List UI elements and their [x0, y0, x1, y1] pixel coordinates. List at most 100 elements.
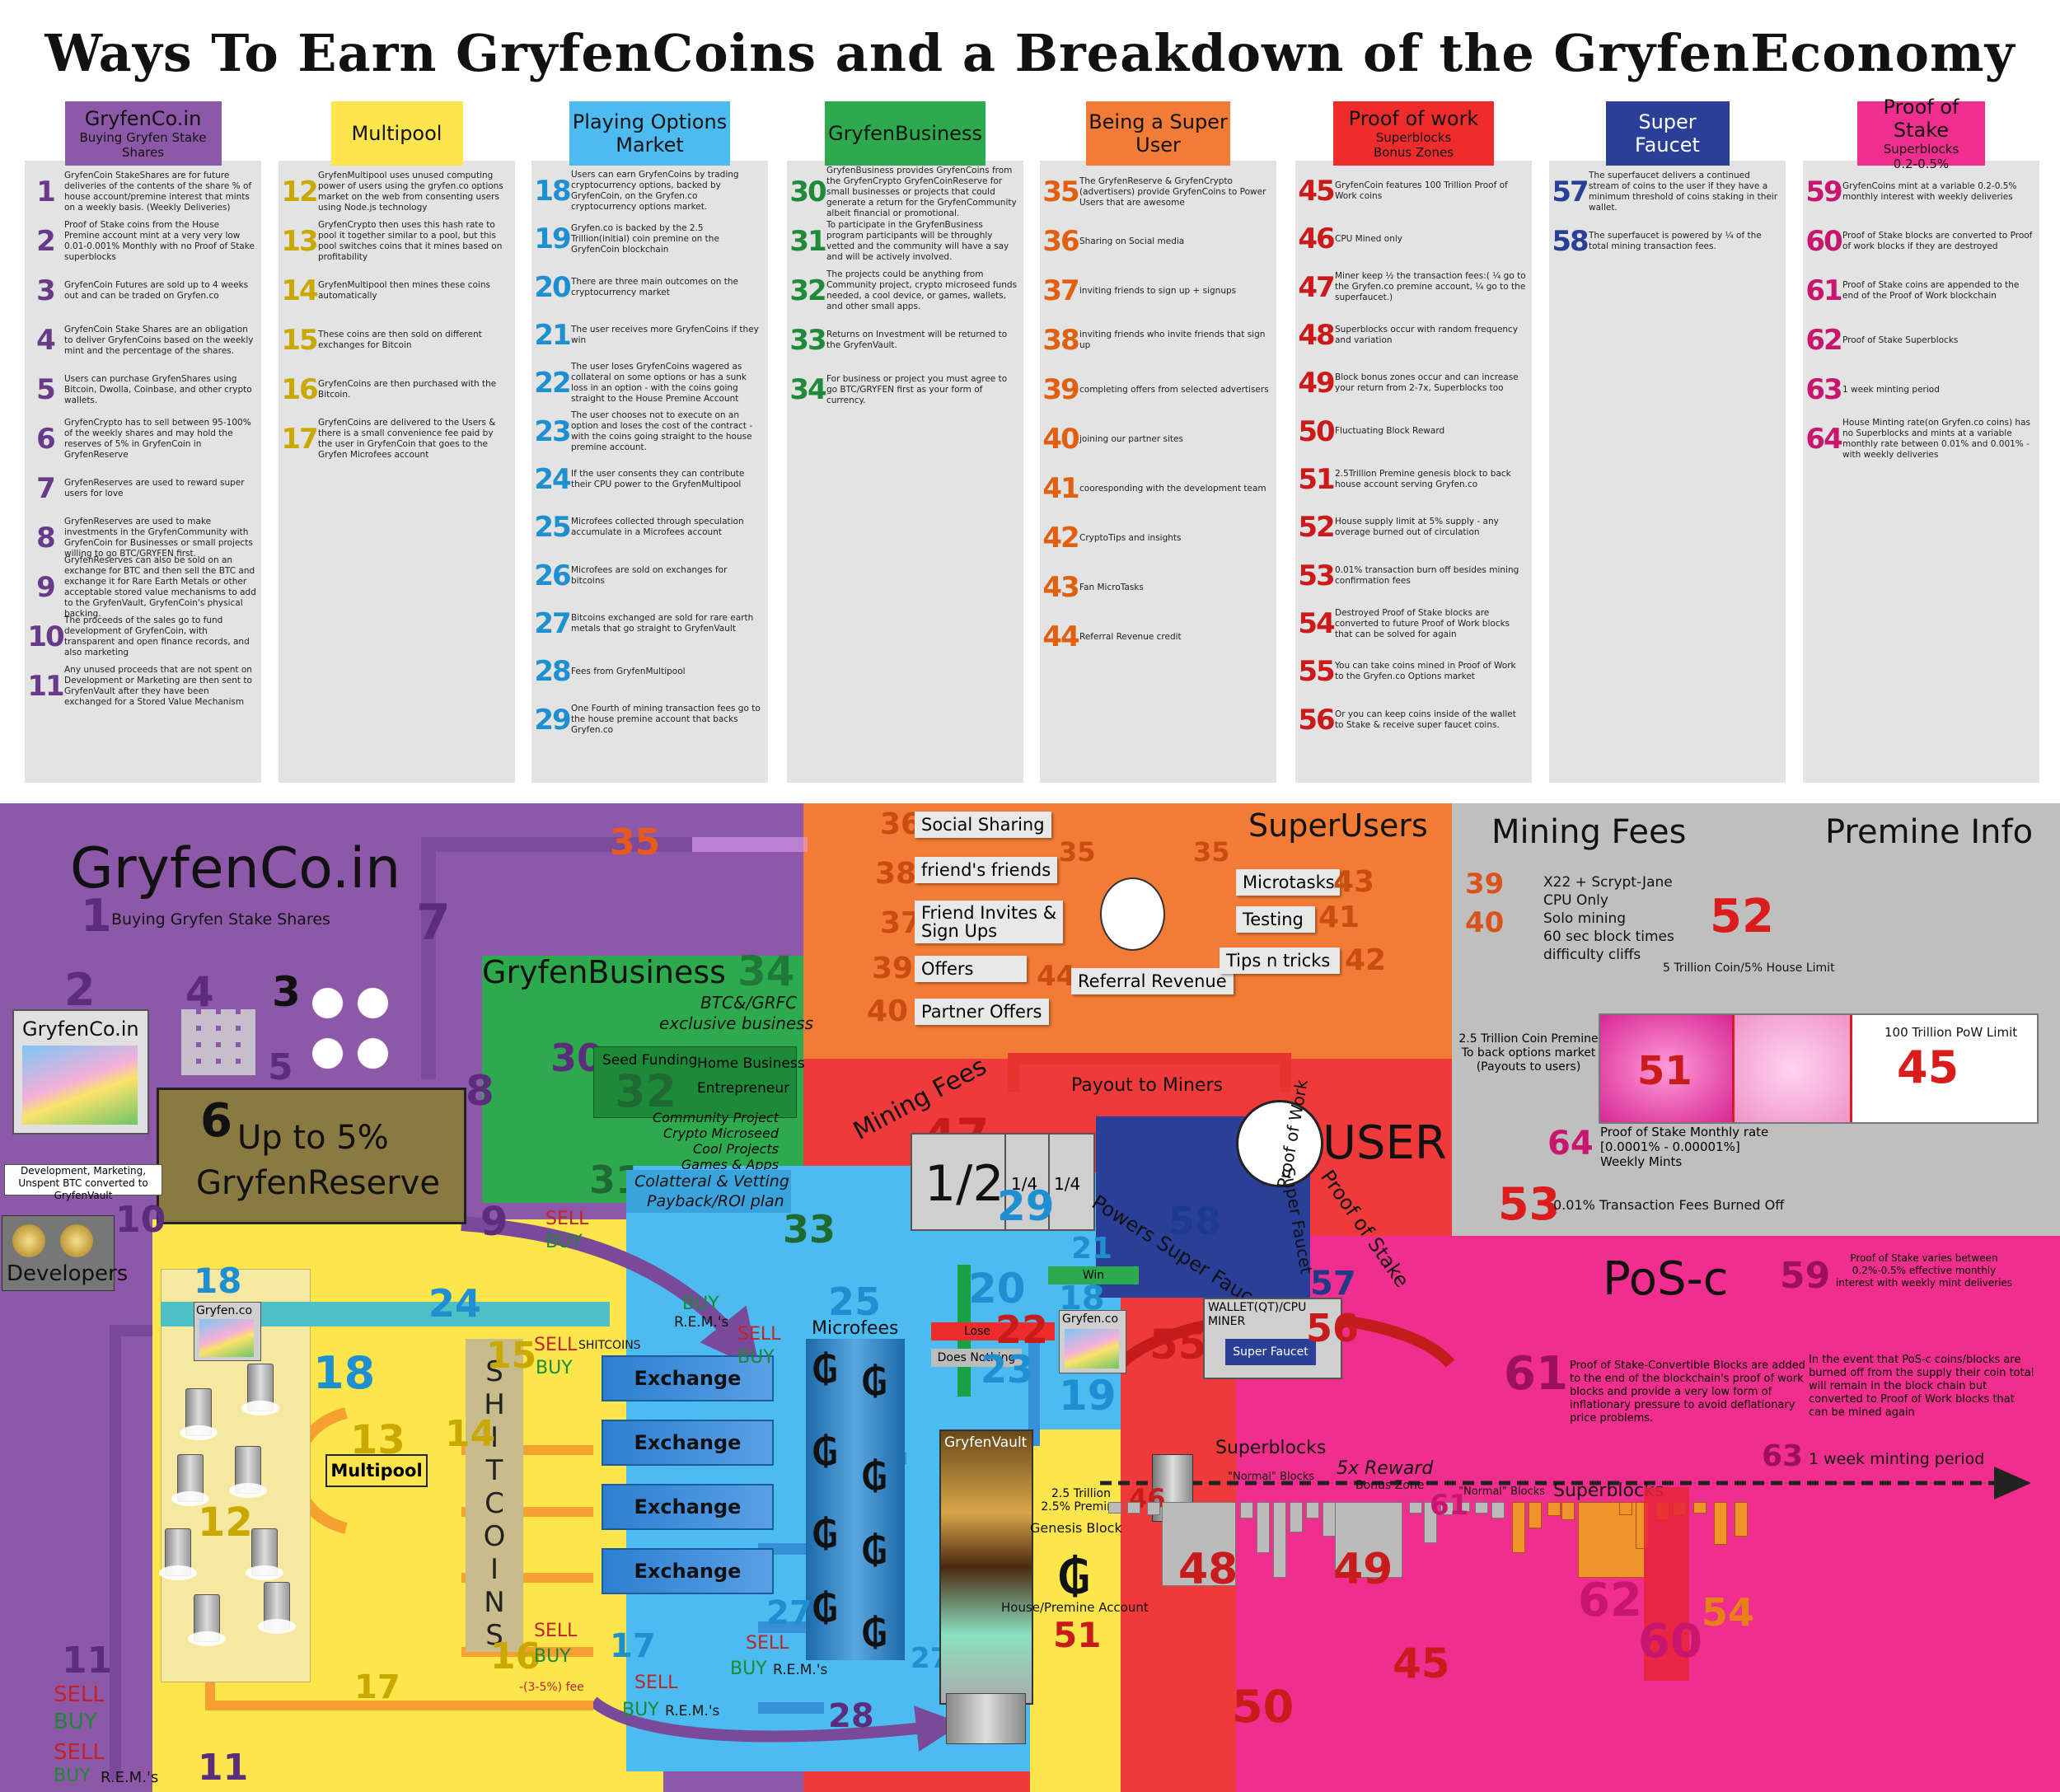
item-number: 7 — [36, 472, 56, 505]
premine-bar-premine — [1600, 1015, 1732, 1122]
column-header: Proof of work Superblocks Bonus Zones — [1333, 101, 1494, 166]
wallet-label: WALLET(QT)/CPU MINER — [1208, 1301, 1307, 1328]
item-number: 31 — [789, 225, 826, 258]
pill-social-sharing: Social Sharing — [915, 812, 1051, 838]
shitcoins-letter: O — [483, 1520, 506, 1553]
list-item: 14 GryfenMultipool then mines these coins… — [280, 268, 513, 314]
premine-bar: 51 100 Trillion PoW Limit 45 — [1599, 1013, 2039, 1124]
chain-block — [1547, 1502, 1561, 1516]
item-number: 26 — [534, 559, 571, 592]
chain-block — [1529, 1502, 1542, 1528]
item-number: 12 — [281, 175, 318, 208]
dev-note: Development, Marketing, Unspent BTC conv… — [4, 1164, 162, 1201]
exchange-box: Exchange — [602, 1548, 774, 1594]
item-number: 55 — [1298, 655, 1335, 689]
list-item: 49 Block bonus zones occur and can increa… — [1297, 361, 1530, 405]
list-item: 29 One Fourth of mining transaction fees … — [533, 698, 766, 742]
item-text: GryfenReserves are used to make investme… — [64, 517, 253, 559]
yellow-n14: 14 — [445, 1413, 496, 1455]
column-5: 45 GryfenCoin features 100 Trillion Proof… — [1295, 161, 1532, 783]
item-text: cooresponding with the development team — [1079, 483, 1266, 494]
gryfenco-n7: 7 — [416, 894, 451, 952]
region-premine-col — [1030, 1429, 1121, 1792]
list-item: 62 Proof of Stake Superblocks — [1805, 317, 2038, 363]
pill-microtasks: Microtasks — [1236, 869, 1340, 896]
mining-info: X22 + Scrypt-Jane CPU Only Solo mining 6… — [1543, 873, 1674, 964]
item-text: Referral Revenue credit — [1079, 631, 1182, 642]
chain-block — [1578, 1502, 1646, 1578]
stake-shares-grid-icon — [181, 1009, 255, 1075]
center-n22: 22 — [995, 1308, 1049, 1352]
item-text: The user loses GryfenCoins wagered as co… — [571, 362, 747, 405]
center-n58: 58 — [1168, 1199, 1222, 1243]
item-number: 46 — [1298, 222, 1335, 256]
list-item: 60 Proof of Stake blocks are converted to… — [1805, 218, 2038, 264]
item-number: 20 — [534, 270, 571, 304]
gryfenco-n10: 10 — [115, 1199, 166, 1241]
item-text: Proof of Stake Superblocks — [1842, 335, 1959, 345]
item-number: 2 — [36, 225, 56, 258]
item-text: The superfaucet is powered by ¼ of the t… — [1589, 231, 1762, 251]
column-title: GryfenCo.in — [84, 107, 202, 130]
list-item: 46 CPU Mined only — [1297, 217, 1530, 261]
user-face-icon — [1236, 1100, 1323, 1187]
item-text: GryfenCrypto has to sell between 95-100%… — [64, 418, 251, 460]
chain-block — [1561, 1502, 1575, 1520]
list-item: 7 GryfenReserves are used to reward super… — [26, 466, 260, 512]
premine-bar-house — [1732, 1015, 1852, 1122]
item-number: 33 — [789, 324, 826, 357]
shitcoins-column: S H I T C O I N S — [466, 1339, 523, 1652]
item-text: 1 week minting period — [1842, 384, 1940, 395]
chain-block — [1127, 1502, 1140, 1514]
list-item: 2 Proof of Stake coins from the House Pre… — [26, 218, 260, 264]
server-icon — [180, 1388, 218, 1440]
premine-n52: 52 — [1710, 890, 1774, 943]
column-title: Being a Super User — [1089, 110, 1228, 157]
server-icon — [241, 1364, 279, 1415]
item-text: GryfenMultipool uses unused computing po… — [318, 171, 503, 213]
list-item: 33 Returns on Investment will be returned… — [789, 317, 1022, 363]
normal-blocks-1: "Normal" Blocks — [1228, 1471, 1315, 1483]
su-n43: 43 — [1333, 865, 1375, 899]
item-number: 21 — [534, 319, 571, 353]
microfees-label: Microfees — [812, 1318, 899, 1339]
su-n35b: 35 — [1059, 836, 1096, 868]
rems-label: R.E.M.'s — [773, 1662, 828, 1678]
seed-funding-box: Seed Funding Home Business Entrepreneur … — [593, 1046, 805, 1118]
shitcoins-letter: H — [484, 1388, 505, 1421]
shitcoins-letter: I — [489, 1421, 499, 1454]
premine-house: 5 Trillion Coin/5% House Limit — [1663, 962, 1835, 975]
item-text: There are three main outcomes on the cry… — [571, 276, 738, 297]
business-list: Community Project Crypto Microseed Cool … — [626, 1110, 779, 1172]
shitcoins-letters: S H I T C O I N S — [466, 1355, 523, 1652]
list-item: 36 Sharing on Social media — [1042, 218, 1275, 264]
list-item: 32 The projects could be anything from Co… — [789, 268, 1022, 314]
gryfenco-mini-box: Gryfen.co — [1059, 1310, 1126, 1373]
shitcoins-letter: T — [485, 1454, 503, 1487]
item-number: 53 — [1298, 559, 1335, 592]
chain-block — [1714, 1502, 1727, 1545]
item-text: Returns on Investment will be returned t… — [826, 330, 1008, 350]
server-icon — [246, 1528, 283, 1580]
superusers-title: SuperUsers — [1248, 807, 1428, 844]
item-number: 16 — [281, 373, 318, 406]
lose-bar: Lose — [931, 1322, 1055, 1340]
list-item: 5 Users can purchase GryfenShares using B… — [26, 367, 260, 413]
reserve-line1: Up to 5% — [237, 1119, 389, 1157]
reserve-box: 6 Up to 5% GryfenReserve — [157, 1088, 466, 1224]
posc-title: PoS-c — [1603, 1252, 1729, 1306]
item-text: Miner keep ½ the transaction fees:( ¼ go… — [1335, 271, 1526, 303]
column-6: 57 The superfaucet delivers a continued s… — [1549, 161, 1786, 783]
premine-burn: 0.01% Transaction Fees Burned Off — [1553, 1197, 1785, 1213]
list-item: 21 The user receives more GryfenCoins if … — [533, 313, 766, 358]
gryfencoin-icon: ₲ — [812, 1586, 839, 1631]
item-number: 47 — [1298, 270, 1335, 304]
reserve-line2: GryfenReserve — [196, 1164, 440, 1202]
premine-n51: 51 — [1637, 1048, 1692, 1094]
item-number: 56 — [1298, 703, 1335, 737]
column-0: 1 GryfenCoin StakeShares are for future d… — [25, 161, 261, 783]
premine-pow: 100 Trillion PoW Limit — [1884, 1025, 2018, 1040]
entrepreneur: Entrepreneur — [697, 1080, 790, 1097]
item-number: 61 — [1805, 274, 1842, 307]
chain-block — [1409, 1502, 1422, 1514]
